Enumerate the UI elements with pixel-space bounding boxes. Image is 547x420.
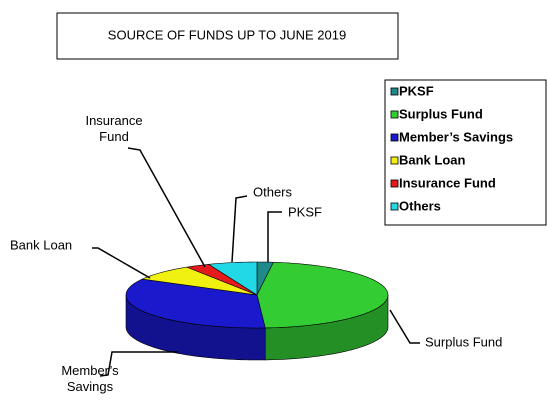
legend-label: PKSF [399,83,434,98]
legend: PKSF Surplus Fund Member’s Savings Bank Loa… [390,83,513,213]
legend-swatch [390,110,399,119]
legend-box [384,79,547,226]
leader-line [267,211,282,262]
slice-label: Surplus Fund [425,334,502,349]
legend-swatch [390,133,399,142]
chart-title: SOURCE OF FUNDS UP TO JUNE 2019 [108,27,346,42]
pie-slice [256,261,389,329]
leader-line [231,195,248,263]
slice-label: Insurance Fund [85,113,142,144]
leader-line [389,309,420,344]
leader-line [99,351,178,377]
leader-line [127,147,206,268]
title-box [56,12,399,60]
legend-label: Others [399,198,441,213]
pie-slice [185,264,258,296]
legend-swatch [390,87,399,96]
pie: PKSF Surplus Fund Member’s Savings Bank Loan… [10,113,502,394]
legend-label: Bank Loan [399,152,466,167]
legend-swatch [390,202,399,211]
legend-swatch [390,179,399,188]
slice-label: Member’s Savings [61,363,119,394]
slice-label: PKSF [288,204,322,219]
pie-slice [207,261,258,296]
legend-label: Insurance Fund [399,175,496,190]
slice-label: Others [253,184,293,199]
legend-label: Member’s Savings [399,129,513,144]
leader-line [92,247,151,279]
slice-label: Bank Loan [10,237,72,252]
legend-label: Surplus Fund [399,106,483,121]
pie-slice [141,266,258,296]
legend-swatch [390,156,399,165]
